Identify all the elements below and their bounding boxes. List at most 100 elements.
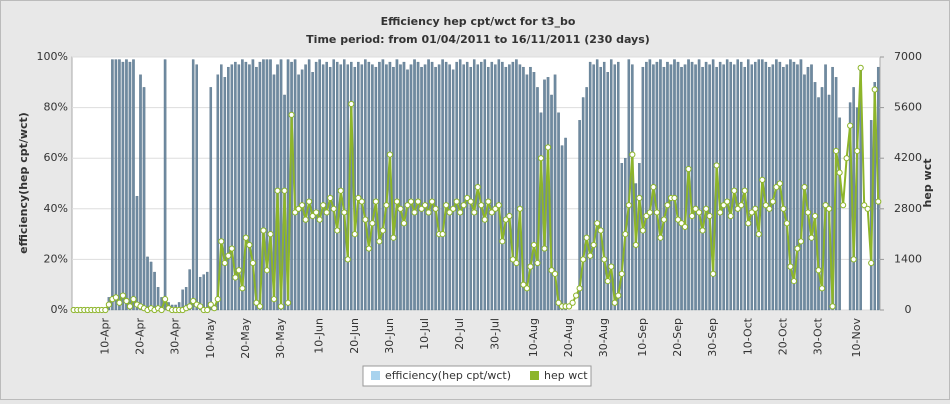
line-point	[249, 259, 257, 267]
line-point	[790, 277, 798, 285]
bar	[799, 59, 803, 311]
bar	[729, 61, 732, 311]
line-point	[390, 234, 397, 241]
bar	[525, 74, 529, 311]
bar	[613, 64, 617, 311]
line-point	[811, 212, 819, 220]
bar	[430, 61, 434, 311]
bar	[135, 195, 139, 311]
bar	[251, 59, 255, 311]
bar	[332, 59, 335, 311]
line-point	[590, 241, 597, 249]
line-point	[657, 234, 664, 241]
x-tick-label: 10-May	[204, 318, 217, 359]
line-point	[731, 187, 738, 194]
line-point	[432, 205, 439, 212]
line-point	[306, 198, 313, 205]
line-point	[636, 194, 643, 202]
bar	[406, 69, 409, 311]
line-point	[520, 281, 527, 288]
legend-swatch	[530, 371, 539, 380]
bar	[792, 61, 796, 311]
x-tick-label: 30-Aug	[597, 318, 610, 357]
line-point	[818, 285, 826, 292]
line-point	[527, 263, 534, 270]
bar	[230, 64, 234, 311]
line-point	[681, 223, 689, 230]
line-point	[235, 267, 242, 274]
bar	[690, 61, 694, 311]
line-point	[334, 227, 341, 234]
bar	[683, 64, 687, 311]
line-point	[822, 202, 829, 209]
bar	[602, 61, 606, 311]
bar	[680, 66, 683, 311]
line-point	[386, 151, 394, 158]
line-point	[478, 202, 485, 209]
line-point	[358, 198, 365, 205]
line-point	[717, 209, 724, 216]
line-point	[569, 299, 576, 306]
line-point	[443, 202, 450, 209]
line-point	[369, 220, 376, 227]
bar	[300, 69, 304, 311]
chart-subtitle: Time period: from 01/04/2011 to 16/11/20…	[306, 33, 650, 46]
bar	[357, 61, 360, 311]
line-point	[551, 270, 559, 277]
bar	[265, 59, 269, 311]
bar	[739, 61, 743, 311]
line-point	[685, 165, 692, 173]
bar	[543, 79, 546, 311]
line-point	[446, 209, 453, 216]
bar	[578, 120, 581, 311]
bar	[557, 112, 560, 311]
line-point	[309, 212, 316, 220]
line-point	[825, 205, 833, 212]
y-tick-label: 100%	[37, 50, 68, 63]
bar	[269, 59, 272, 311]
line-point	[804, 209, 812, 216]
bar	[736, 59, 739, 311]
line-point	[161, 296, 169, 303]
bar	[448, 64, 451, 311]
line-point	[242, 234, 249, 241]
x-tick-label: 20-Aug	[562, 318, 575, 357]
bar	[311, 72, 314, 311]
bar	[416, 61, 420, 311]
line-point	[513, 259, 520, 267]
line-point	[594, 220, 601, 227]
bar	[750, 64, 754, 311]
line-point	[218, 238, 225, 245]
bar	[522, 66, 525, 311]
line-point	[541, 245, 548, 252]
bar	[581, 97, 585, 311]
bar	[536, 87, 539, 311]
line-point	[727, 212, 734, 220]
y-tick-label: 20%	[44, 252, 68, 265]
line-point	[871, 86, 878, 93]
x-tick-label: 30-Sep	[706, 318, 719, 357]
legend-swatch	[371, 371, 380, 380]
bar	[813, 82, 817, 311]
bar	[873, 82, 877, 311]
y2-tick-label: 7000	[894, 50, 922, 63]
line-point	[650, 184, 657, 191]
line-point	[703, 205, 710, 212]
x-tick-label: 10-Oct	[741, 317, 754, 355]
line-point	[608, 263, 615, 270]
line-point	[752, 205, 759, 212]
line-point	[502, 216, 509, 223]
line-point	[555, 299, 562, 306]
y2-tick-label: 0	[905, 303, 912, 316]
bar	[746, 59, 750, 311]
line-point	[186, 303, 193, 310]
y-axis-label: efficiency(hep cpt/wct)	[17, 112, 30, 254]
line-point	[116, 299, 123, 306]
line-point	[671, 194, 678, 202]
bar	[402, 61, 406, 311]
bar	[810, 64, 813, 311]
line-point	[232, 274, 239, 281]
line-point	[847, 122, 854, 129]
bar	[827, 94, 831, 311]
bar	[378, 61, 381, 311]
